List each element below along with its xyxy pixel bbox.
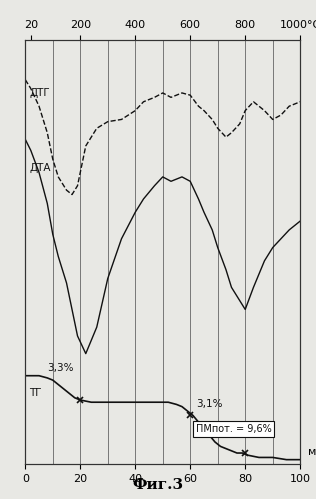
Text: 3,1%: 3,1% xyxy=(196,399,222,409)
Text: ДТГ: ДТГ xyxy=(29,88,50,98)
Text: ДТА: ДТА xyxy=(29,163,51,173)
Text: Фиг.3: Фиг.3 xyxy=(132,478,184,492)
Text: мин: мин xyxy=(308,448,316,458)
Text: ПМпот. = 9,6%: ПМпот. = 9,6% xyxy=(196,424,271,434)
Text: ТГ: ТГ xyxy=(29,388,42,398)
Text: 3,3%: 3,3% xyxy=(47,363,74,373)
